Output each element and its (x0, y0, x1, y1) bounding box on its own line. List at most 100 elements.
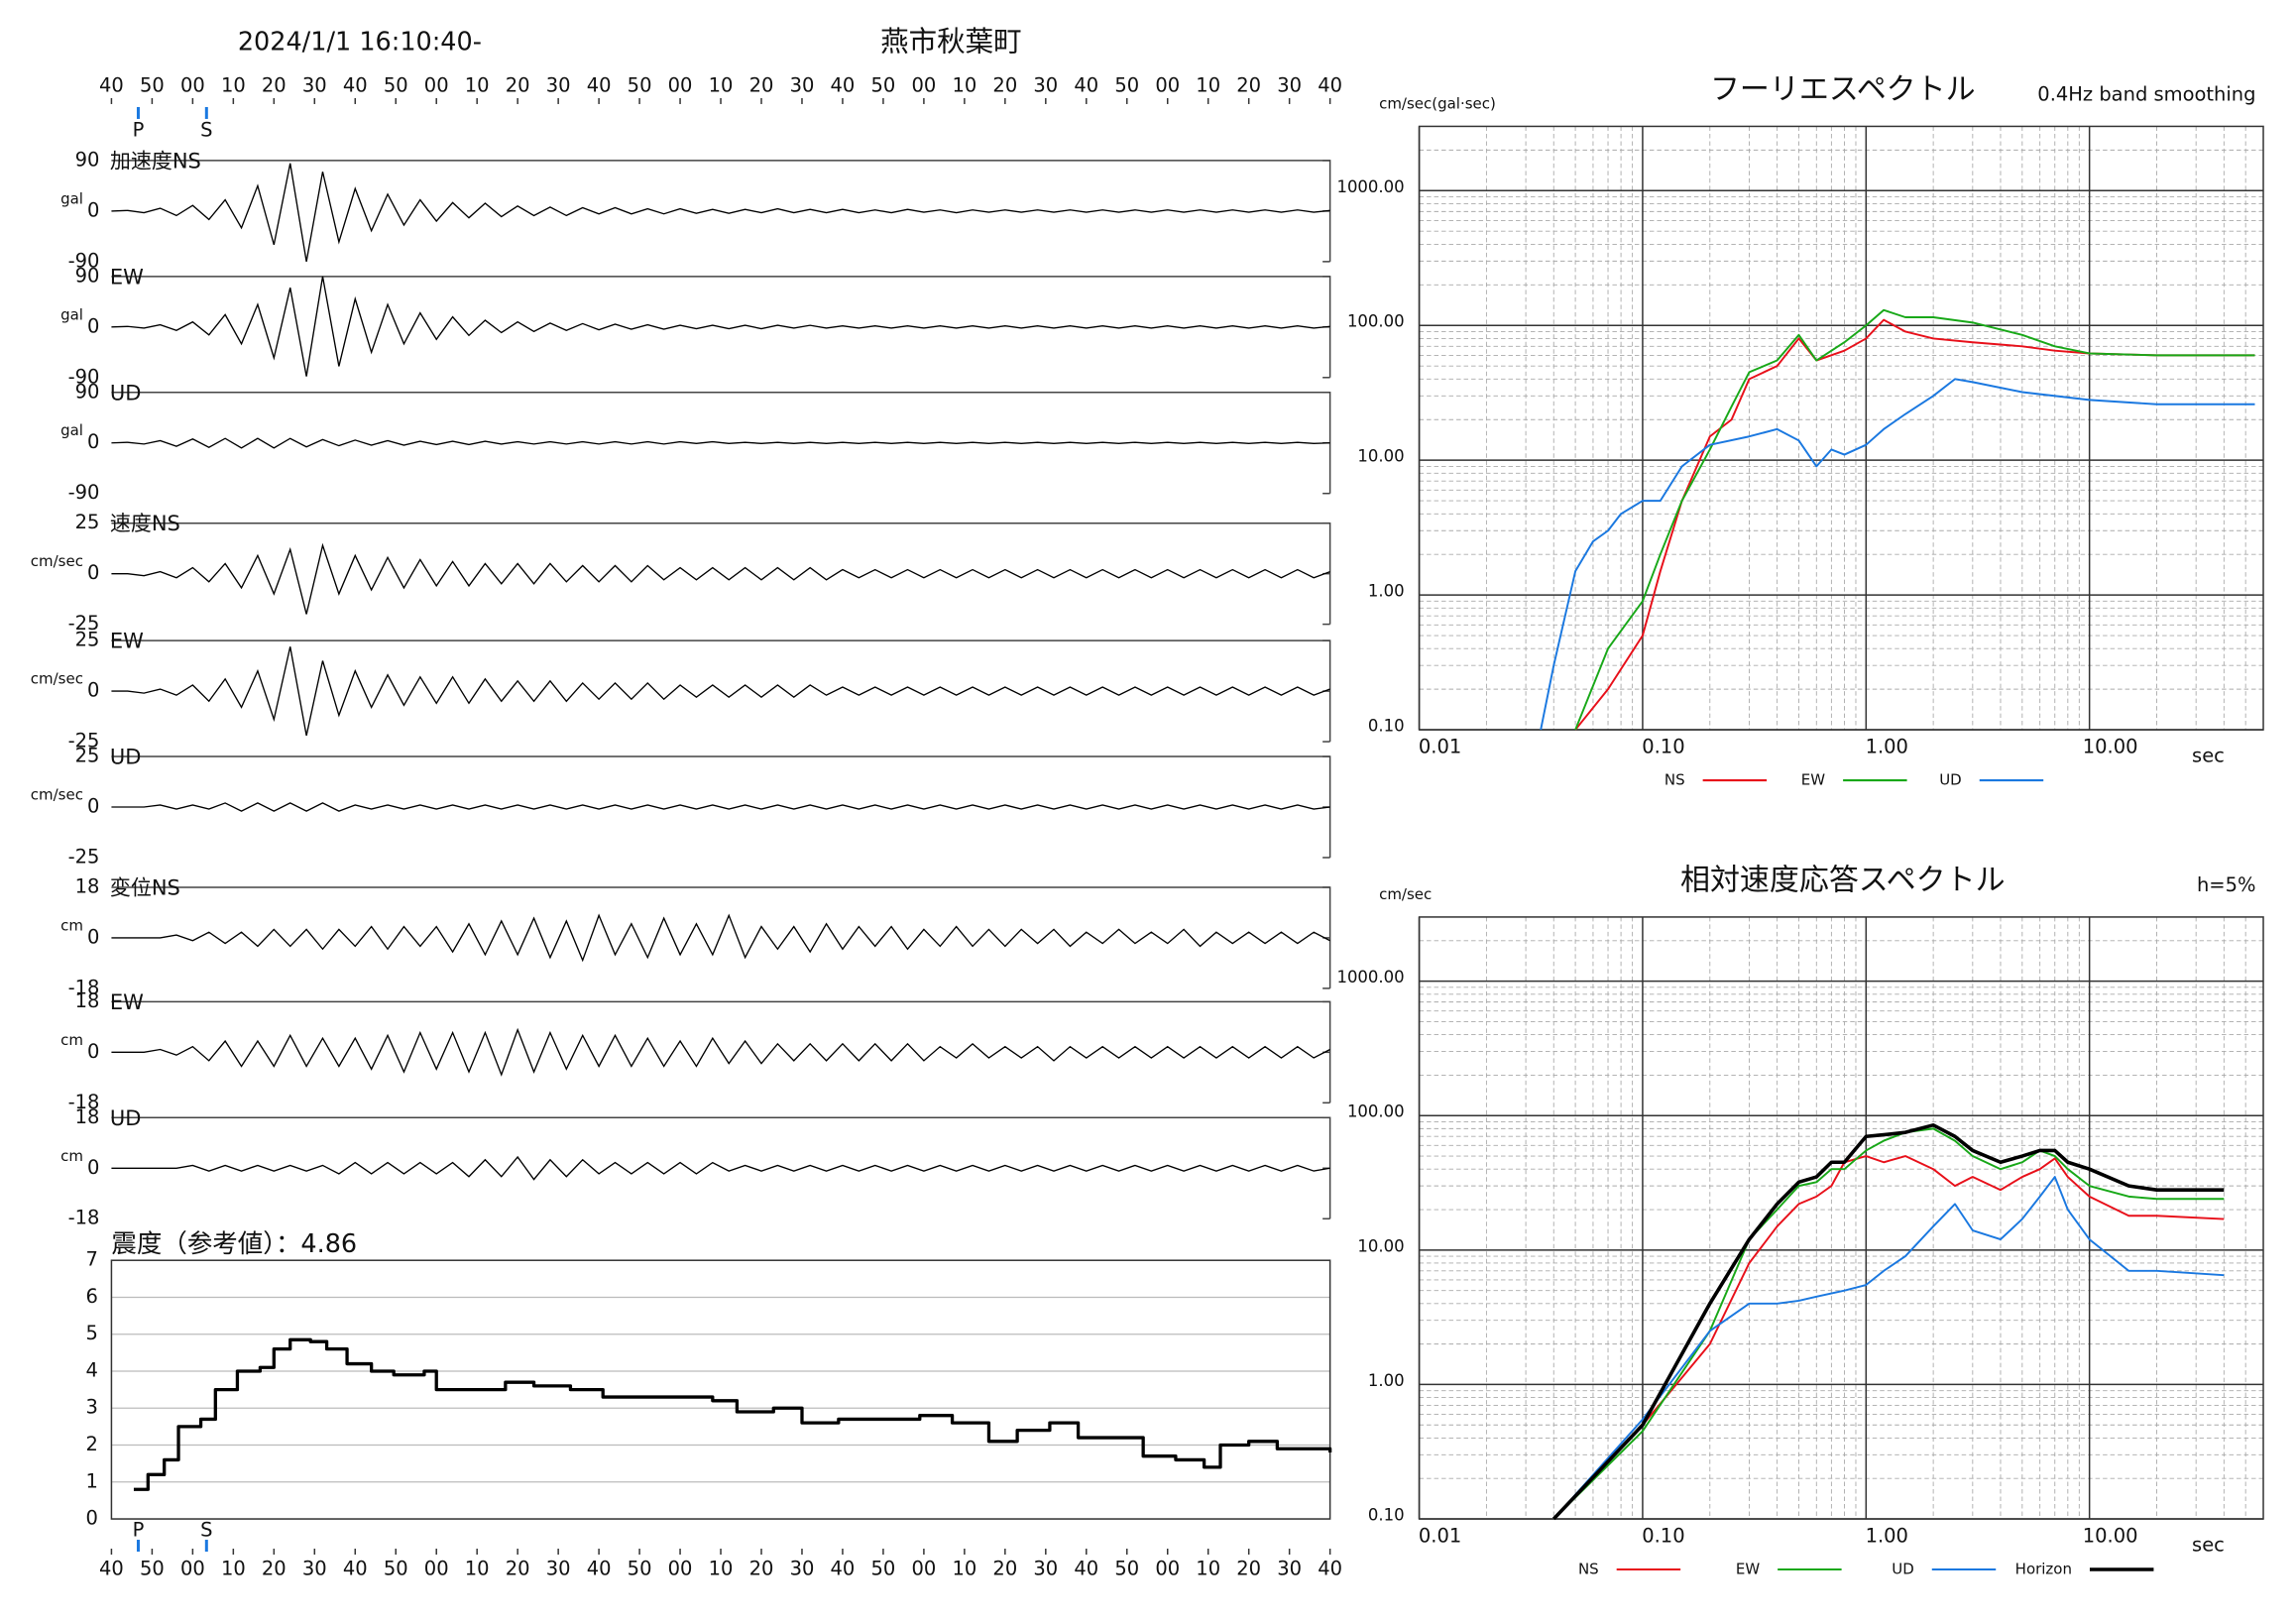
y-tick-label: 2 (86, 1433, 98, 1455)
x-tick-label: 0.01 (1419, 736, 1461, 758)
waveform-line (111, 1155, 1330, 1181)
x-tick-label: 30 (1277, 73, 1302, 96)
waveform-line (111, 802, 1330, 812)
y-tick-label: 18 (75, 989, 100, 1012)
panel-label: UD (110, 746, 141, 769)
y-tick-label: 0 (86, 1507, 98, 1530)
x-tick-label: 20 (1236, 1558, 1261, 1580)
x-tick-label: 30 (302, 73, 327, 96)
legend-label: NS (1665, 771, 1685, 789)
x-tick-label: 50 (871, 1558, 896, 1580)
x-tick-label: 10 (952, 73, 976, 96)
x-tick-label: 00 (668, 73, 693, 96)
y-tick-label: 90 (75, 148, 100, 171)
x-tick-label: 10 (221, 73, 246, 96)
y-tick-label: 0 (87, 679, 99, 702)
x-tick-label: 50 (1114, 1558, 1139, 1580)
x-tick-label: 00 (424, 73, 449, 96)
x-tick-label: 10 (465, 73, 490, 96)
y-tick-label: 4 (86, 1358, 98, 1381)
y-tick-label: -90 (68, 365, 100, 388)
x-tick-label: 40 (587, 73, 612, 96)
x-tick-label: 20 (262, 73, 287, 96)
x-tick-label: 00 (912, 73, 937, 96)
waveform-line (111, 437, 1330, 449)
legend-label: Horizon (2015, 1561, 2072, 1578)
x-tick-label: 1.00 (1866, 1525, 1908, 1548)
panel-label: EW (110, 265, 144, 289)
x-tick-label: 00 (180, 73, 205, 96)
x-tick-label: 40 (343, 1558, 368, 1580)
waveform-line (111, 276, 1330, 377)
y-tick-label: 0.10 (1368, 1506, 1405, 1525)
y-tick-label: 25 (75, 745, 100, 767)
chart-title: 震度（参考値）：4.86 (111, 1229, 357, 1259)
x-tick-label: 20 (749, 1558, 774, 1580)
date-title: 2024/1/1 16:10:40- (238, 28, 482, 58)
phase-label: P (133, 1519, 145, 1542)
series-line (1574, 318, 2255, 731)
x-tick-label: 00 (424, 1558, 449, 1580)
legend-label: UD (1892, 1561, 1914, 1578)
waveform-line (111, 1027, 1330, 1077)
y-tick-label: 18 (75, 874, 100, 897)
x-tick-label: 40 (99, 73, 124, 96)
x-tick-label: 1.00 (1866, 736, 1908, 758)
x-tick-label: 50 (1114, 73, 1139, 96)
y-tick-label: 1.00 (1368, 582, 1405, 601)
y-tick-label: 10.00 (1357, 1236, 1404, 1255)
y-tick-label: 0 (87, 430, 99, 453)
unit-label: cm (60, 916, 83, 934)
waveform-line (111, 542, 1330, 615)
panel-label: EW (110, 630, 144, 653)
y-tick-label: -18 (68, 976, 100, 998)
x-tick-label: 10 (952, 1558, 976, 1580)
x-tick-label: 30 (790, 1558, 815, 1580)
x-tick-label: 50 (628, 1558, 652, 1580)
y-tick-label: 5 (86, 1322, 98, 1344)
x-tick-label: 0.10 (1642, 736, 1684, 758)
y-tick-label: 100.00 (1347, 1102, 1405, 1121)
y-tick-label: 25 (75, 629, 100, 651)
x-tick-label: 40 (1318, 73, 1342, 96)
series-line (1552, 1155, 2225, 1520)
x-tick-label: 50 (140, 1558, 165, 1580)
x-tick-label: 30 (546, 73, 571, 96)
x-tick-label: 0.01 (1419, 1525, 1461, 1548)
x-tick-label: 50 (140, 73, 165, 96)
waveform-line (111, 913, 1330, 963)
y-tick-label: 18 (75, 1105, 100, 1128)
x-axis-label: sec (2192, 1534, 2225, 1557)
series-line (1574, 308, 2255, 731)
x-tick-label: 10 (465, 1558, 490, 1580)
unit-label: cm/sec (31, 670, 83, 688)
x-tick-label: 10 (709, 73, 734, 96)
x-tick-label: 10.00 (2083, 736, 2138, 758)
chart-title: 相対速度応答スペクトル (1680, 863, 2006, 897)
x-tick-label: 20 (506, 1558, 530, 1580)
y-tick-label: -25 (68, 612, 100, 635)
y-tick-label: 90 (75, 264, 100, 287)
unit-label: cm (60, 1031, 83, 1049)
series-line (1540, 378, 2255, 731)
phase-label: P (133, 118, 145, 141)
x-tick-label: 00 (912, 1558, 937, 1580)
panel-label: UD (110, 1106, 141, 1130)
legend-label: EW (1736, 1561, 1760, 1578)
chart-note: 0.4Hz band smoothing (2037, 82, 2255, 105)
plot-frame (110, 1259, 1331, 1520)
y-tick-label: 3 (86, 1396, 98, 1419)
chart-note: h=5% (2197, 873, 2256, 896)
x-tick-label: 40 (1074, 1558, 1098, 1580)
x-tick-label: 30 (302, 1558, 327, 1580)
x-tick-label: 10 (709, 1558, 734, 1580)
x-tick-label: 40 (1318, 1558, 1342, 1580)
x-tick-label: 40 (831, 1558, 856, 1580)
x-tick-label: 0.10 (1642, 1525, 1684, 1548)
y-tick-label: 0 (87, 314, 99, 337)
x-tick-label: 40 (1074, 73, 1098, 96)
x-tick-label: 10 (1196, 73, 1220, 96)
y-tick-label: 1 (86, 1469, 98, 1492)
y-tick-label: -25 (68, 730, 100, 753)
